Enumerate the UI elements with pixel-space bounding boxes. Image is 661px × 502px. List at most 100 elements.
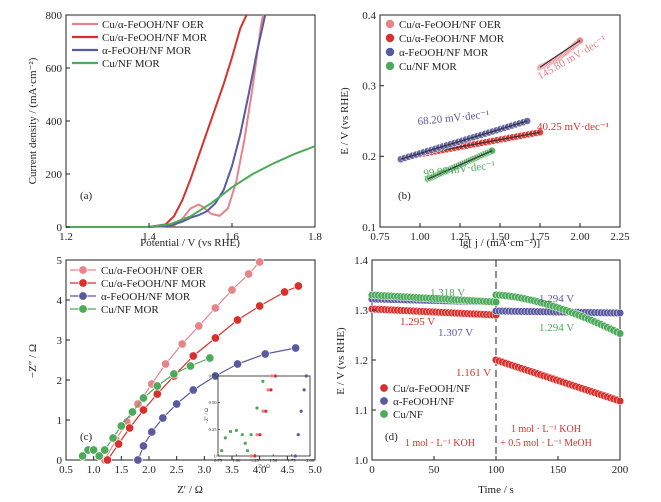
x-tick-label: 0 — [369, 464, 375, 476]
data-point — [78, 451, 88, 461]
y-tick-label: 800 — [46, 10, 63, 22]
inset-point — [228, 429, 233, 434]
y-tick-label: 3 — [57, 335, 63, 347]
panel-c-xlabel: Z′ / Ω — [177, 484, 203, 496]
inset-point — [243, 441, 247, 445]
inset-point — [220, 449, 224, 453]
x-tick-label: 100 — [488, 464, 505, 476]
y-tick-label: 1.0 — [354, 455, 368, 467]
x-tick-label: 1.00 — [410, 231, 430, 243]
data-point — [291, 343, 301, 353]
inset-x-tick-label: 1.50 — [269, 458, 278, 463]
data-point — [158, 413, 168, 423]
data-point — [125, 423, 135, 433]
inset-point — [258, 433, 262, 437]
legend-label: Cu/α-FeOOH/NF OER — [399, 19, 502, 31]
fit-curve-2 — [137, 347, 296, 461]
data-point — [293, 281, 303, 291]
data-point — [255, 257, 265, 267]
condition-left: 1 mol · L⁻¹ KOH — [405, 438, 475, 449]
panel-a-label: (a) — [80, 190, 93, 202]
slope-label: 68.20 mV·dec⁻¹ — [417, 109, 490, 128]
data-point — [100, 445, 110, 455]
x-tick-label: 2.0 — [142, 464, 156, 476]
panel-d-label: (d) — [385, 431, 398, 443]
inset-x-tick-label: 0.75 — [214, 458, 223, 463]
x-tick-label: 1.0 — [87, 464, 101, 476]
inset-point — [255, 433, 259, 437]
data-point — [138, 393, 149, 403]
legend-label: Cu/NF MOR — [399, 61, 457, 73]
data-point — [615, 329, 625, 338]
y-tick-label: 1 — [57, 415, 63, 427]
y-tick-label: 1.1 — [354, 405, 368, 417]
panel-c-label: (c) — [80, 431, 93, 443]
legend-marker — [385, 61, 395, 71]
inset-point — [293, 454, 297, 458]
inset-x-tick-label: 1.75 — [288, 458, 297, 463]
panel-a: 1.2 1.4 1.6 1.8 0 200 400 600 800 Potential / V … — [27, 10, 322, 249]
data-point — [194, 321, 204, 331]
value-label: 1.161 V — [456, 367, 491, 379]
panel-b-legend: Cu/α-FeOOH/NF OER Cu/α-FeOOH/NF MOR α-FeOO… — [385, 19, 505, 73]
x-tick-label: 1.8 — [308, 231, 322, 243]
data-point — [102, 455, 113, 465]
data-point — [169, 369, 179, 379]
y-tick-label: 600 — [46, 63, 63, 75]
inset-point — [255, 406, 259, 410]
value-label: 1.307 V — [438, 327, 473, 339]
panel-d: 0 50 100 150 200 1.0 1.1 1.2 1.3 1.4 Time / s E /… — [335, 255, 629, 496]
x-tick-label: 1.5 — [114, 464, 128, 476]
x-tick-label: 4.5 — [280, 464, 294, 476]
inset-y-tick-label: 0.50 — [209, 400, 218, 405]
inset-point — [253, 454, 257, 458]
inset-point — [234, 428, 238, 432]
inset-x-tick-label: 1.00 — [232, 458, 241, 463]
data-point — [205, 353, 215, 363]
inset-y-tick-label: 0.25 — [209, 427, 218, 432]
panel-b-label: (b) — [398, 190, 411, 202]
y-tick-label: 2 — [57, 375, 63, 387]
legend-label: Cu/α-FeOOH/NF — [393, 383, 470, 395]
legend-marker — [385, 47, 395, 57]
x-tick-label: 3.0 — [197, 464, 211, 476]
panel-c-frame — [65, 259, 316, 461]
data-point — [147, 427, 157, 437]
data-point — [172, 399, 182, 409]
panel-b: 0.75 1.00 1.25 1.50 1.75 2.00 2.25 0.1 0.2 0.3 0.4… — [339, 10, 630, 249]
inset-point — [245, 449, 250, 453]
legend-label: Cu/α-FeOOH/NF OER — [102, 19, 205, 31]
inset-point — [264, 409, 268, 413]
legend-label: Cu/NF MOR — [102, 58, 160, 70]
data-point — [161, 359, 171, 369]
inset-xlabel: Z′ / Ω — [258, 465, 270, 470]
fit-line — [400, 120, 528, 160]
data-point — [152, 389, 162, 399]
x-tick-label: 1.4 — [142, 231, 156, 243]
data-point — [94, 451, 104, 461]
data-point — [491, 297, 501, 307]
x-tick-label: 0.75 — [370, 231, 390, 243]
legend-label: Cu/NF MOR — [101, 304, 159, 316]
x-tick-label: 0.5 — [59, 464, 73, 476]
data-point — [260, 349, 270, 359]
x-tick-label: 1.50 — [490, 231, 510, 243]
inset-y-tick-label: 0.75 — [209, 374, 218, 379]
inset-point — [270, 374, 274, 378]
inset-x-tick-label: 2.00 — [306, 458, 315, 463]
data-point — [138, 441, 149, 451]
data-point — [114, 439, 124, 449]
inset-point — [249, 454, 253, 458]
x-tick-label: 3.5 — [225, 464, 239, 476]
y-tick-label: 5 — [57, 255, 63, 267]
x-tick-label: 50 — [429, 464, 441, 476]
inset-x-tick-label: 1.25 — [251, 458, 260, 463]
x-tick-label: 1.2 — [59, 231, 73, 243]
legend-marker — [78, 265, 88, 275]
legend-label: Cu/α-FeOOH/NF OER — [101, 265, 204, 277]
panel-a-ylabel: Current density / (mA·cm⁻²) — [27, 57, 39, 184]
legend-label: Cu/α-FeOOH/NF MOR — [101, 278, 207, 290]
data-point — [227, 285, 237, 295]
y-tick-label: 0 — [57, 455, 63, 467]
